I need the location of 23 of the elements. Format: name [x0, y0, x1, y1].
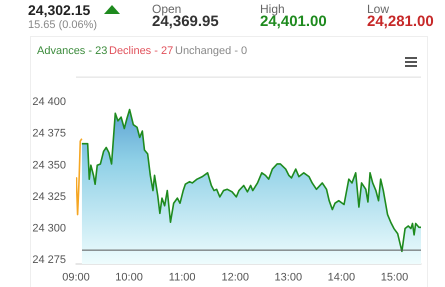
- x-tick-label: 12:00: [221, 272, 249, 284]
- y-tick-label: 24 375: [32, 128, 66, 140]
- x-tick-label: 15:00: [380, 272, 408, 284]
- y-tick-label: 24 400: [32, 96, 66, 108]
- text: 24,302.15: [28, 2, 90, 18]
- text: 24,369.95: [152, 13, 219, 30]
- y-tick-label: 24 325: [32, 190, 66, 203]
- text: High: [260, 2, 285, 16]
- text: Declines - 27: [109, 45, 174, 57]
- y-tick-label: 24 350: [32, 159, 66, 172]
- text: 15.65 (0.06%): [28, 19, 98, 31]
- x-tick-label: 13:00: [274, 272, 302, 284]
- x-tick-label: 09:00: [62, 272, 90, 284]
- y-tick-label: 24 300: [32, 222, 66, 235]
- x-tick-label: 14:00: [328, 272, 356, 284]
- x-tick-label: 11:00: [168, 272, 196, 284]
- text: Unchanged - 0: [175, 45, 248, 57]
- text: Low: [367, 2, 390, 16]
- y-tick-label: 24 275: [32, 254, 66, 266]
- text: 24,281.00: [367, 13, 434, 30]
- x-tick-label: 10:00: [115, 272, 143, 284]
- text: Advances - 23: [37, 45, 108, 57]
- text: Open: [152, 2, 182, 16]
